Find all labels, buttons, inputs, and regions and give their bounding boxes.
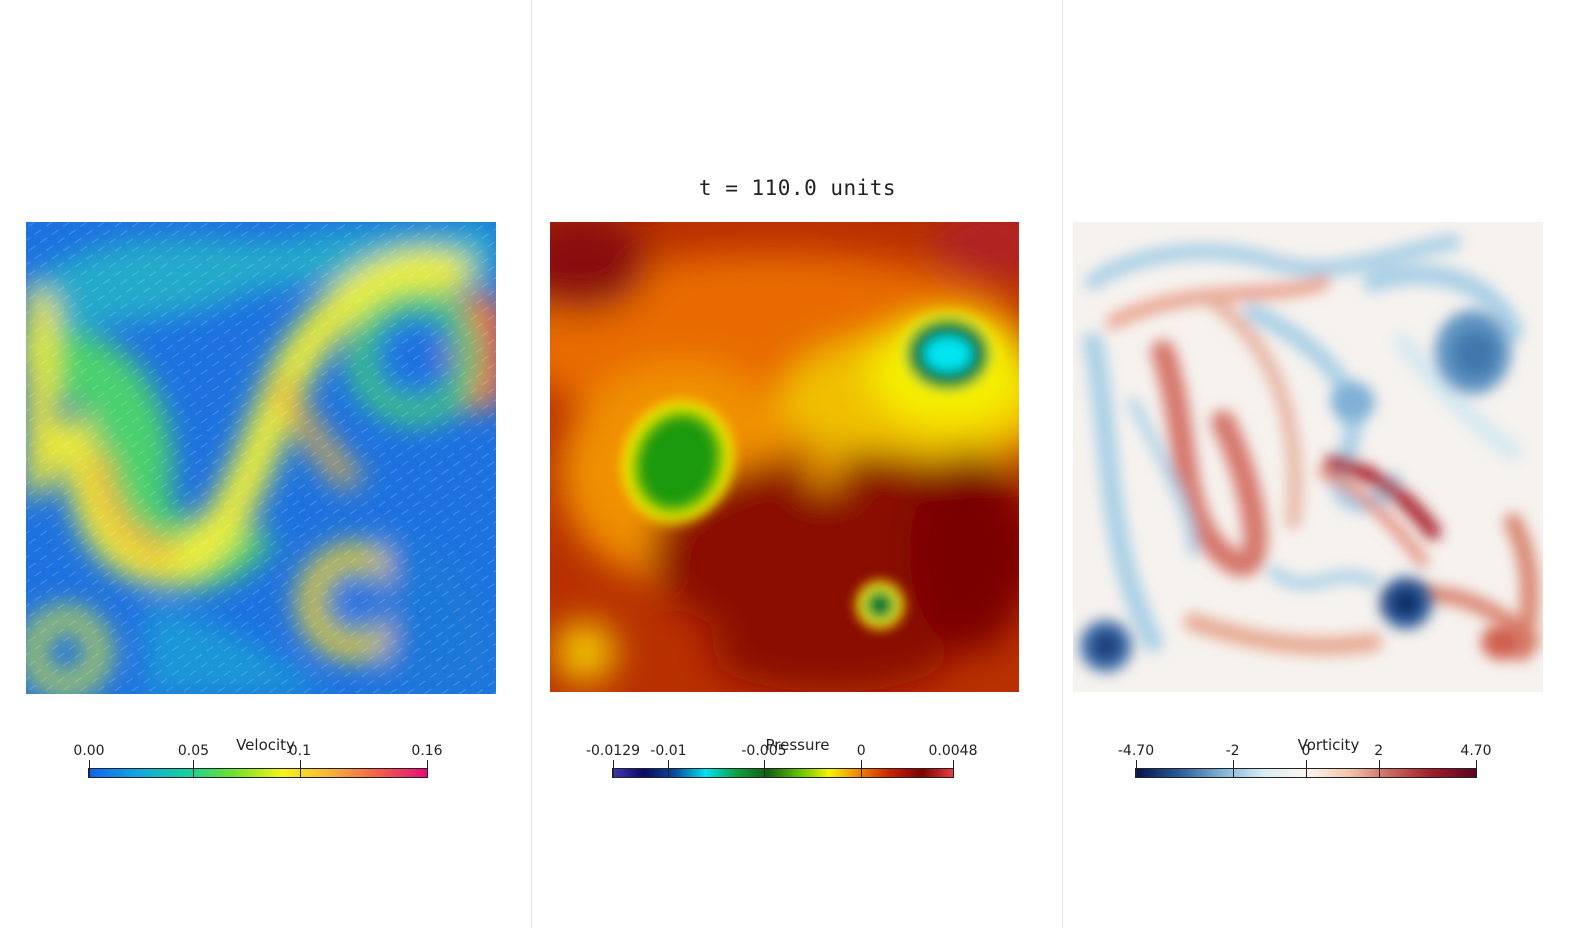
colorbar-tick-label: 0: [856, 743, 866, 759]
colorbar-tick-label: 0.0048: [928, 743, 978, 759]
colorbar-tick: [953, 760, 954, 777]
colorbar-tick: [1378, 760, 1380, 777]
velocity-colorbar: Velocity 0.00 0.05 0.1 0.16: [0, 736, 531, 796]
colorbar-tick-label: 0.16: [411, 743, 443, 759]
pressure-colorbar: Pressure -0.0129 -0.01 -0.005 0 0.0048: [532, 736, 1063, 796]
pressure-panel: t = 110.0 units: [531, 0, 1063, 928]
colorbar-tick-label: 0.00: [73, 743, 105, 759]
colorbar-tick: [427, 760, 428, 777]
colorbar-tick-label: -2: [1225, 743, 1240, 759]
colorbar-tick: [299, 760, 301, 777]
vorticity-field-image: [1073, 222, 1543, 692]
colorbar-tick: [763, 760, 765, 777]
colorbar-tick-label: -0.0129: [585, 743, 641, 759]
colorbar-tick: [89, 760, 90, 777]
colorbar-gradient: 0.00 0.05 0.1 0.16: [73, 743, 443, 778]
velocity-field-image: [26, 222, 496, 694]
velocity-panel: Velocity 0.00 0.05 0.1 0.16: [0, 0, 531, 928]
colorbar-tick: [861, 760, 863, 777]
colorbar-title: Velocity: [236, 736, 295, 754]
pressure-field-image: [550, 222, 1019, 692]
vorticity-colorbar: Vorticity -4.70 -2 0 2 4.70: [1063, 736, 1594, 796]
colorbar-tick-label: 2: [1374, 743, 1384, 759]
vorticity-panel: Vorticity -4.70 -2 0 2 4.70: [1062, 0, 1594, 928]
colorbar-tick: [193, 760, 195, 777]
colorbar-title: Vorticity: [1297, 736, 1360, 754]
colorbar-tick: [1136, 760, 1137, 777]
colorbar-gradient: -4.70 -2 0 2 4.70: [1118, 743, 1492, 778]
colorbar-tick: [1476, 760, 1477, 777]
colorbar-tick-label: -0.01: [650, 743, 687, 759]
time-label: t = 110.0 units: [698, 176, 897, 200]
colorbar-tick: [1232, 760, 1234, 777]
colorbar-tick-label: 0.05: [177, 743, 210, 759]
colorbar-tick-label: 0.1: [288, 743, 312, 759]
colorbar-tick-label: -0.005: [741, 743, 787, 759]
colorbar-title: Pressure: [765, 736, 830, 754]
colorbar-tick-label: -4.70: [1117, 743, 1155, 759]
colorbar-tick-label: 4.70: [1460, 743, 1492, 759]
colorbar-tick: [1306, 760, 1307, 777]
colorbar-tick: [613, 760, 614, 777]
colorbar-gradient: -0.0129 -0.01 -0.005 0 0.0048: [586, 743, 978, 778]
colorbar-tick: [668, 760, 670, 777]
colorbar-tick-label: 0: [1301, 743, 1311, 759]
